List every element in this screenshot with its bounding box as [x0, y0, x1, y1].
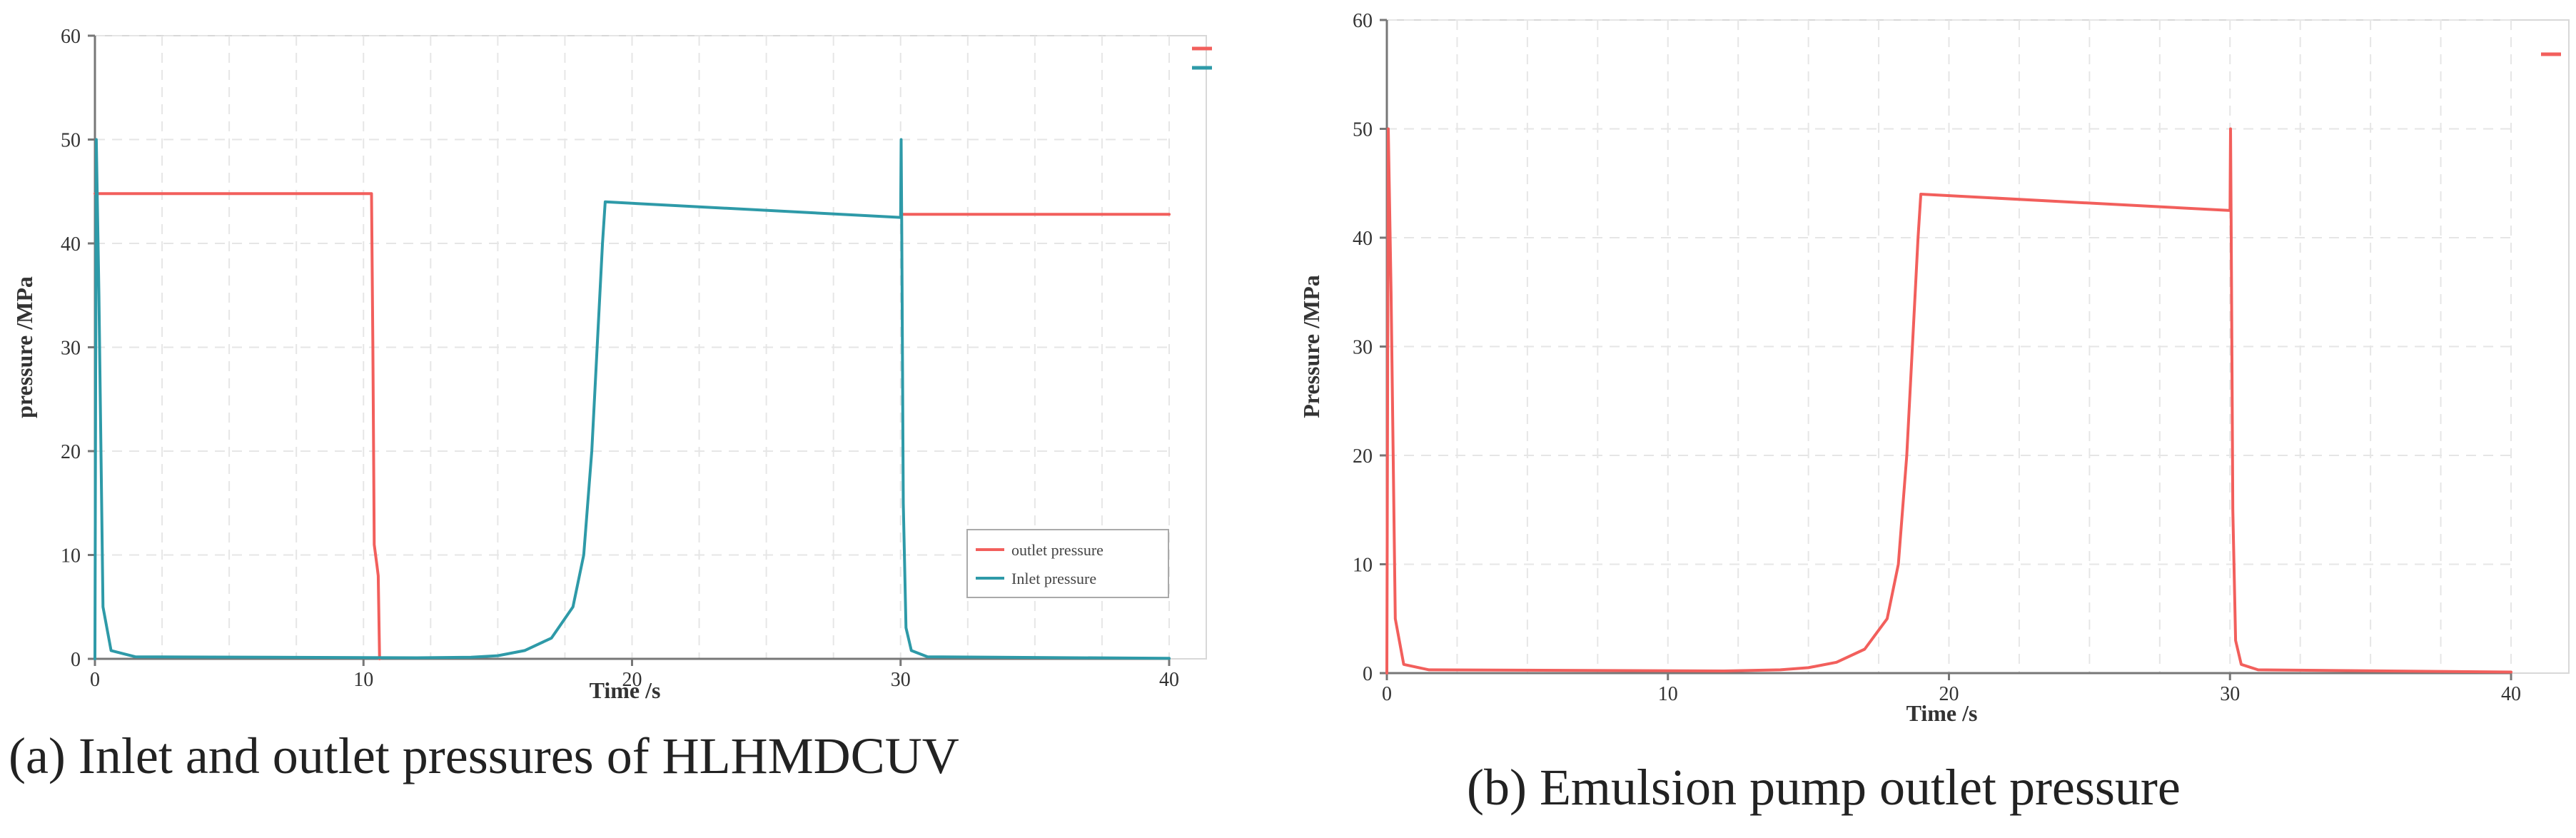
x-tick-label: 20 [622, 669, 642, 691]
y-tick-label: 60 [61, 26, 81, 48]
series-line-pressure [1385, 127, 2512, 675]
y-axis-label: pressure /MPa [11, 276, 37, 418]
x-tick-label: 20 [1939, 683, 1959, 705]
x-axis-label: Time /s [1906, 700, 1978, 726]
y-tick-label: 40 [61, 233, 81, 256]
series-line-outlet-pressure [94, 192, 381, 660]
legend [966, 529, 1169, 598]
y-tick-label: 60 [1353, 10, 1373, 32]
x-tick-label: 40 [2501, 683, 2521, 705]
legend-label: outlet pressure [1011, 541, 1103, 559]
x-tick-label: 10 [1658, 683, 1678, 705]
x-axis-label: Time /s [590, 677, 661, 703]
caption-a: (a) Inlet and outlet pressures of HLHMDC… [9, 727, 959, 784]
y-tick-label: 30 [1353, 337, 1373, 359]
caption-b: (b) Emulsion pump outlet pressure [1467, 759, 2181, 816]
y-tick-label: 50 [1353, 119, 1373, 141]
y-tick-label: 10 [1353, 555, 1373, 577]
y-tick-label: 30 [61, 338, 81, 360]
x-tick-label: 0 [90, 669, 100, 691]
legend-label: Inlet pressure [1011, 570, 1096, 587]
y-tick-label: 0 [71, 649, 81, 671]
x-tick-label: 30 [2220, 683, 2240, 705]
y-tick-label: 0 [1363, 663, 1373, 685]
x-tick-label: 40 [1159, 669, 1179, 691]
chart-a: 0 10 20 30 40 50 60 0 10 20 30 40 Time /s pressure /M… [11, 26, 1212, 703]
y-tick-label: 20 [1353, 445, 1373, 468]
x-tick-label: 30 [891, 669, 911, 691]
y-axis-label: Pressure /MPa [1298, 275, 1324, 418]
y-tick-label: 10 [61, 545, 81, 567]
x-tick-label: 10 [353, 669, 373, 691]
y-tick-label: 40 [1353, 228, 1373, 250]
y-tick-label: 20 [61, 441, 81, 463]
x-tick-label: 0 [1382, 683, 1392, 705]
chart-b: 0 10 20 30 40 50 60 0 10 20 30 40 Time /s Pressure /M… [1298, 10, 2570, 726]
y-tick-label: 50 [61, 130, 81, 152]
series-line-inlet-pressure [94, 138, 1171, 660]
